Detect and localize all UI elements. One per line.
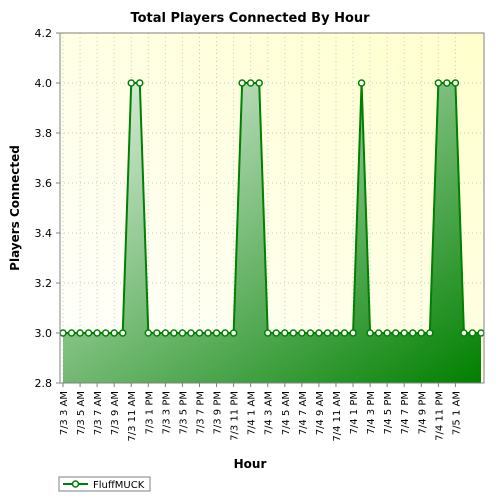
data-point-marker: [417, 329, 426, 337]
data-point-marker: [477, 329, 485, 337]
x-tick-label: 7/4 3 AM: [264, 391, 275, 435]
x-tick-label: 7/4 9 PM: [417, 391, 428, 434]
data-point-marker: [306, 329, 315, 337]
y-tick-label: 3.4: [35, 227, 53, 240]
x-tick-label: 7/3 11 PM: [230, 391, 241, 441]
data-point-marker: [84, 329, 93, 337]
data-point-marker: [221, 329, 229, 337]
plot-border: [59, 32, 485, 384]
data-point-marker: [229, 329, 238, 337]
data-point-marker: [118, 329, 127, 337]
data-point-marker: [374, 329, 383, 337]
x-tick-label: 7/4 1 PM: [349, 391, 360, 434]
legend-box: [58, 476, 151, 492]
x-tick-label: 7/4 7 AM: [298, 391, 309, 435]
legend-marker-icon: [71, 480, 80, 488]
data-point-marker: [443, 79, 451, 87]
y-tick-label: 4.0: [35, 77, 53, 90]
data-point-marker: [357, 79, 366, 87]
data-point-marker: [246, 79, 255, 87]
data-point-marker: [67, 329, 76, 337]
x-tick-label: 7/4 1 AM: [247, 391, 258, 435]
x-tick-label: 7/3 5 PM: [178, 391, 189, 434]
x-axis-ticks: 7/3 3 AM 7/3 5 AM 7/3 7 AM 7/3 9 AM 7/3 11 A…: [59, 383, 462, 442]
x-tick-label: 7/4 3 PM: [366, 391, 377, 434]
y-tick-label: 3.8: [35, 127, 53, 140]
y-tick-label: 3.6: [35, 177, 53, 190]
data-point-marker: [366, 329, 374, 337]
data-point-marker: [272, 329, 281, 337]
y-axis-label: Players Connected: [8, 145, 22, 271]
x-tick-label: 7/3 9 AM: [110, 391, 121, 435]
data-point-marker: [144, 329, 153, 337]
x-tick-label: 7/3 7 AM: [93, 391, 104, 435]
x-axis-label: Hour: [234, 457, 267, 471]
x-tick-label: 7/4 5 PM: [383, 391, 394, 434]
data-point-marker: [136, 79, 144, 87]
data-point-marker: [323, 329, 332, 337]
data-point-marker: [315, 329, 323, 337]
x-tick-label: 7/3 7 PM: [195, 391, 206, 434]
data-point-marker: [153, 329, 161, 337]
x-tick-label: 7/3 3 PM: [161, 391, 172, 434]
y-tick-label: 3.2: [35, 277, 53, 290]
data-point-marker: [340, 329, 349, 337]
data-point-marker: [178, 329, 187, 337]
y-tick-label: 4.2: [35, 27, 53, 40]
data-point-marker: [460, 329, 468, 337]
x-tick-label: 7/4 9 AM: [315, 391, 326, 435]
data-point-marker: [170, 329, 178, 337]
y-axis-ticks: 2.8 3.0 3.2 3.4 3.6 3.8 4.0 4.2: [35, 27, 60, 390]
data-point-marker: [110, 329, 118, 337]
data-point-marker: [263, 329, 272, 337]
x-tick-label: 7/4 11 PM: [434, 391, 445, 441]
data-point-marker: [255, 79, 263, 87]
data-point-marker: [195, 329, 204, 337]
x-tick-label: 7/4 5 AM: [281, 391, 292, 435]
x-tick-label: 7/3 1 PM: [144, 391, 155, 434]
data-point-marker: [426, 329, 434, 337]
x-tick-label: 7/4 11 AM: [332, 391, 343, 442]
data-point-marker: [161, 329, 170, 337]
x-tick-label: 7/3 9 PM: [213, 391, 224, 434]
data-point-marker: [349, 329, 357, 337]
data-point-marker: [409, 329, 417, 337]
data-point-marker: [289, 329, 298, 337]
data-point-marker: [127, 79, 135, 87]
data-point-marker: [76, 329, 84, 337]
data-point-marker: [204, 329, 212, 337]
data-point-marker: [391, 329, 400, 337]
y-tick-label: 3.0: [35, 327, 53, 340]
data-point-marker: [468, 329, 477, 337]
chart-title: Total Players Connected By Hour: [130, 11, 370, 26]
data-point-marker: [93, 329, 101, 337]
data-point-marker: [451, 79, 460, 87]
data-point-marker: [383, 329, 391, 337]
legend-label: FluffMUCK: [93, 480, 145, 491]
data-point-marker: [434, 79, 443, 87]
data-point-marker: [281, 329, 289, 337]
data-point-marker: [400, 329, 408, 337]
legend: FluffMUCK: [58, 476, 151, 492]
data-point-marker: [332, 329, 340, 337]
data-point-marker: [101, 329, 110, 337]
data-point-marker: [187, 329, 195, 337]
data-point-marker: [212, 329, 221, 337]
data-point-marker: [59, 329, 67, 337]
x-tick-label: 7/3 3 AM: [59, 391, 70, 435]
area-fill: [63, 83, 481, 383]
x-tick-label: 7/5 1 AM: [451, 391, 462, 435]
y-tick-label: 2.8: [35, 377, 53, 390]
x-tick-label: 7/3 5 AM: [76, 391, 87, 435]
series-area: [63, 83, 481, 383]
x-tick-label: 7/4 7 PM: [400, 391, 411, 434]
data-point-marker: [298, 329, 306, 337]
x-tick-label: 7/3 11 AM: [127, 391, 138, 442]
data-point-marker: [238, 79, 246, 87]
